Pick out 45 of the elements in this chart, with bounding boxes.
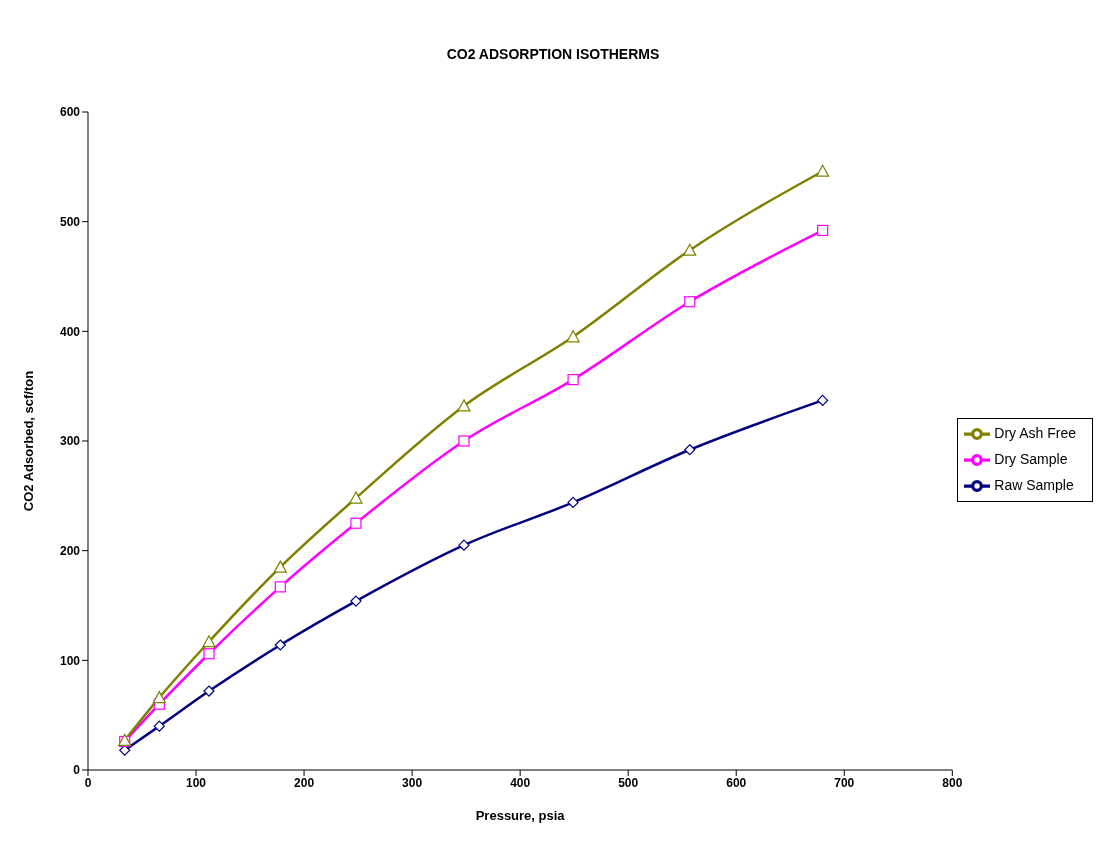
- point: [153, 720, 165, 732]
- x-tick-label: 400: [510, 775, 531, 790]
- point: [684, 444, 696, 456]
- point: [274, 639, 286, 651]
- point: [457, 399, 471, 412]
- x-tick-label: 0: [84, 775, 92, 790]
- x-tick-label: 700: [834, 775, 855, 790]
- x-tick-label: 200: [294, 775, 315, 790]
- point: [273, 560, 287, 573]
- legend-label: Dry Sample: [994, 450, 1068, 467]
- point: [567, 373, 579, 386]
- point: [458, 435, 470, 447]
- y-tick-label: 300: [59, 434, 81, 449]
- y-tick-label: 200: [59, 543, 81, 558]
- point: [202, 635, 216, 648]
- y-tick-label: 0: [73, 763, 81, 778]
- point: [683, 243, 697, 256]
- point: [817, 224, 829, 237]
- point: [458, 539, 470, 551]
- point: [350, 595, 362, 607]
- point: [349, 491, 363, 504]
- y-tick-label: 600: [59, 105, 81, 120]
- y-axis-title: CO2 Adsorbed, scf/ton: [20, 370, 36, 512]
- x-tick-label: 800: [942, 775, 963, 790]
- point: [816, 164, 830, 177]
- x-tick-label: 600: [726, 775, 747, 790]
- point: [152, 691, 166, 704]
- y-tick-label: 500: [59, 214, 81, 229]
- y-tick-label: 100: [59, 653, 81, 668]
- point: [566, 330, 580, 343]
- legend-label: Raw Sample: [994, 476, 1074, 493]
- y-tick-label: 400: [59, 324, 81, 339]
- x-tick-label: 100: [186, 775, 207, 790]
- x-tick-label: 300: [402, 775, 423, 790]
- point: [203, 648, 215, 660]
- point: [203, 685, 215, 697]
- legend-label: Dry Ash Free: [994, 424, 1076, 441]
- point: [817, 394, 829, 407]
- x-tick-label: 500: [618, 775, 639, 790]
- chart-title: CO2 ADSORPTION ISOTHERMS: [445, 45, 661, 64]
- point: [350, 517, 362, 529]
- point: [684, 296, 696, 308]
- x-axis-title: Pressure, psia: [475, 808, 566, 823]
- point: [274, 581, 286, 593]
- point: [567, 496, 579, 509]
